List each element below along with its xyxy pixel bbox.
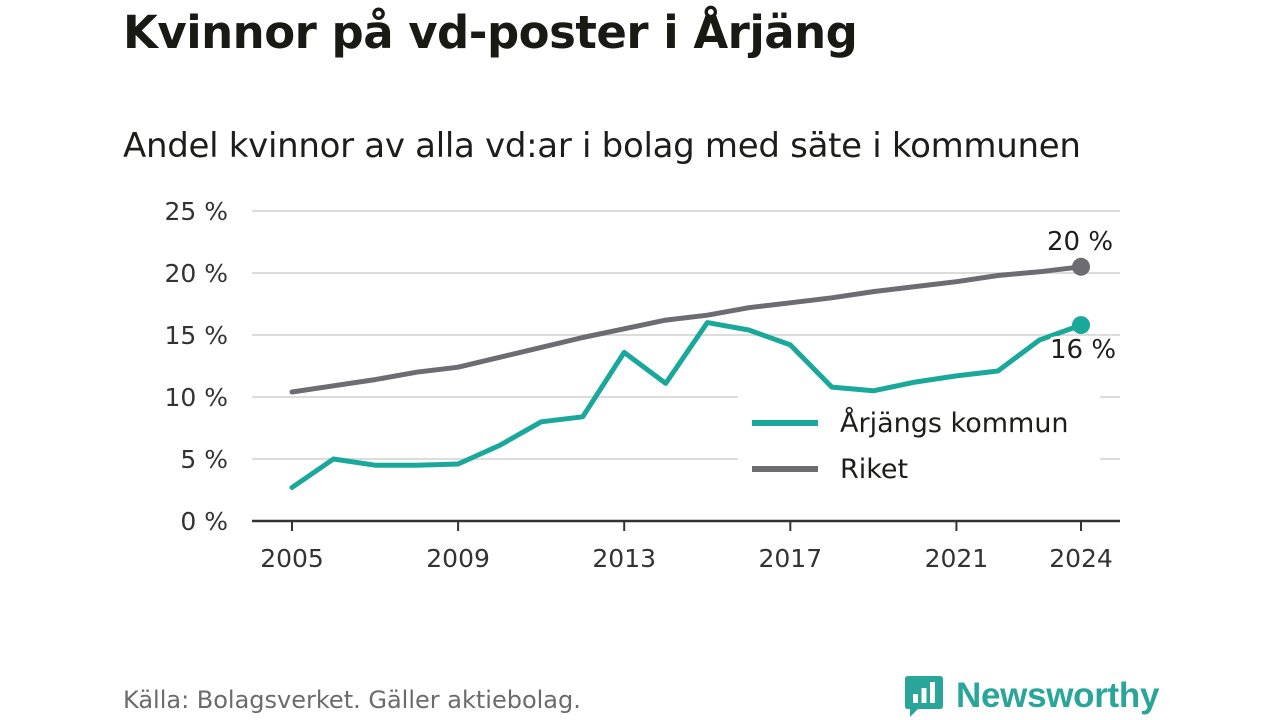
chart-title: Kvinnor på vd-poster i Årjäng [123,6,858,59]
series-line [289,320,1084,490]
x-tick-label: 2021 [925,544,989,573]
chart-subtitle: Andel kvinnor av alla vd:ar i bolag med … [123,126,1081,166]
x-tick-label: 2024 [1049,544,1113,573]
y-tick-label: 0 % [180,507,228,536]
series-line [289,264,1084,395]
y-tick-label: 25 % [164,197,228,226]
legend-label: Riket [840,454,908,485]
source-note: Källa: Bolagsverket. Gäller aktiebolag. [123,686,581,714]
y-tick-label: 5 % [180,445,228,474]
y-tick-label: 15 % [164,321,228,350]
series-endpoint [1072,316,1090,335]
x-tick-label: 2005 [260,544,324,573]
series-lines [289,257,1090,490]
end-labels: 16 % 20 % [1044,224,1119,368]
newsworthy-bar-chart-icon [905,676,943,717]
y-tick-label: 10 % [164,383,228,412]
legend-background [738,396,1100,492]
series-end-label: 16 % [1050,335,1116,365]
legend: Årjängs kommun Riket [738,396,1100,492]
series-endpoint [1072,257,1090,276]
y-tick-label: 20 % [164,259,228,288]
x-tick-label: 2009 [426,544,490,573]
x-tick-label: 2017 [759,544,823,573]
legend-label: Årjängs kommun [840,407,1069,439]
x-tick-label: 2013 [592,544,656,573]
brand-name: Newsworthy [956,676,1160,715]
series-end-label: 20 % [1047,227,1113,257]
axes: 0 % 5 % 10 % 15 % 20 % 25 % 2005 2009 2013 2017 20… [164,197,1120,573]
brand-logo[interactable]: Newsworthy [904,672,1159,720]
